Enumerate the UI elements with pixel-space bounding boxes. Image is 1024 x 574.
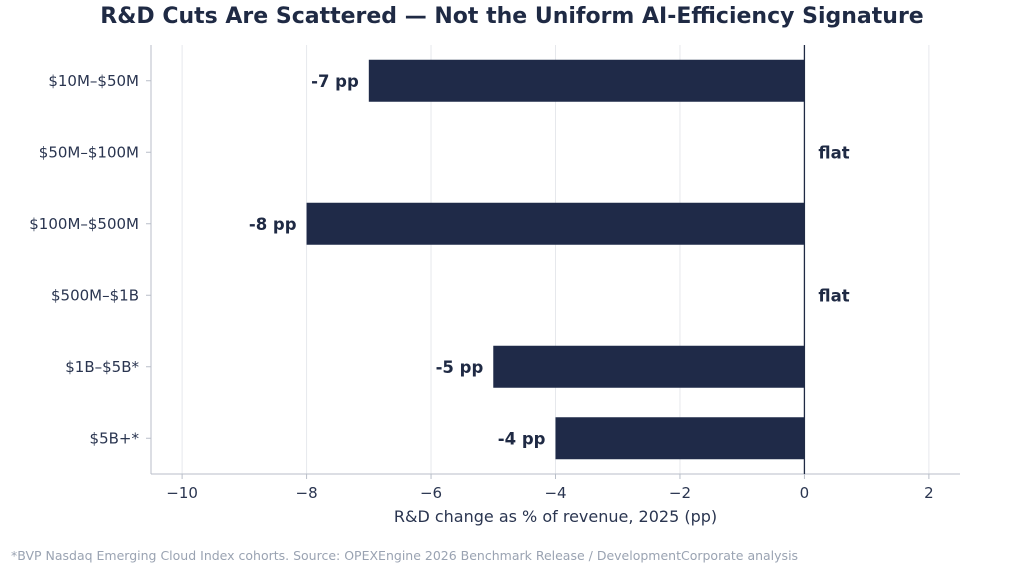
y-tick-label: $10M–$50M (48, 72, 139, 90)
data-label: -5 pp (436, 358, 484, 377)
y-tick-label: $1B–$5B* (65, 358, 139, 376)
bars (306, 59, 805, 460)
x-axis-label: R&D change as % of revenue, 2025 (pp) (394, 507, 717, 526)
bar (368, 59, 805, 102)
data-label: -7 pp (311, 72, 359, 91)
data-label: -4 pp (498, 429, 546, 448)
bar (493, 345, 805, 388)
y-tick-label: $50M–$100M (39, 143, 139, 161)
y-tick-label: $500M–$1B (51, 286, 139, 304)
x-tick-label: −4 (544, 484, 566, 502)
bar (555, 417, 805, 460)
x-tick-label: −10 (166, 484, 198, 502)
grid-lines (181, 45, 930, 474)
data-labels: -7 pp flat -8 pp flat -5 pp -4 pp (249, 72, 850, 449)
data-label: -8 pp (249, 215, 297, 234)
footnote: *BVP Nasdaq Emerging Cloud Index cohorts… (11, 548, 799, 563)
x-tick-label: −8 (296, 484, 318, 502)
data-label: flat (818, 286, 849, 305)
x-tick-label: 2 (924, 484, 934, 502)
chart-title: R&D Cuts Are Scattered — Not the Uniform… (100, 4, 924, 29)
x-tick-label: −2 (669, 484, 691, 502)
y-tick-label: $5B+* (90, 429, 140, 447)
axes: −10 −8 −6 −4 −2 0 2 $10M–$50M $50M–$100M $100M–$5… (29, 45, 960, 502)
data-label: flat (818, 143, 849, 162)
y-tick-label: $100M–$500M (29, 215, 139, 233)
x-tick-label: −6 (420, 484, 442, 502)
bar (306, 202, 805, 245)
x-tick-label: 0 (800, 484, 810, 502)
